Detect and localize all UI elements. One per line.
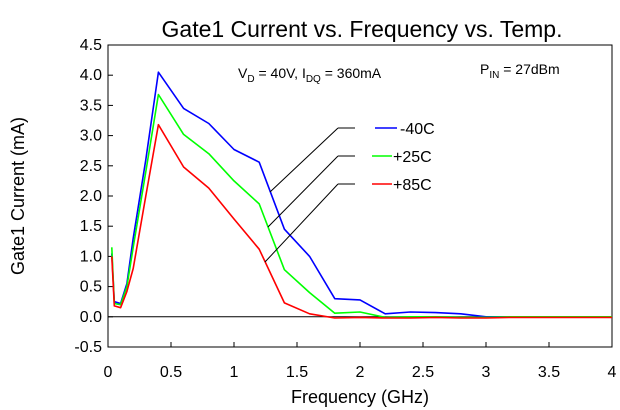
legend-label-2: +25C	[393, 149, 432, 166]
x-tick-label: 3.5	[538, 364, 560, 381]
y-tick-label: 4.0	[80, 67, 102, 84]
series-group	[111, 71, 612, 319]
leader-line-1	[269, 127, 339, 193]
y-tick-label: 0.0	[80, 309, 102, 326]
pin-annotation: PIN = 27dBm	[480, 61, 560, 81]
y-tick-label: 3.0	[80, 128, 102, 145]
y-axis-label: Gate1 Current (mA)	[8, 117, 28, 275]
leader-line-2	[267, 155, 339, 228]
leader-line-3	[264, 183, 339, 263]
y-tick-label: -0.5	[74, 339, 102, 356]
x-axis-label: Frequency (GHz)	[291, 387, 429, 407]
x-tick-label: 2.5	[412, 364, 434, 381]
y-axis: -0.5 0.0 0.5 1.0 1.5 2.0 2.5 3.0 3.5 4.0 4.5	[74, 37, 113, 356]
y-tick-label: 2.0	[80, 188, 102, 205]
chart-title: Gate1 Current vs. Frequency vs. Temp.	[162, 16, 563, 42]
plot-frame	[107, 44, 613, 348]
x-tick-label: 1	[230, 364, 239, 381]
y-tick-label: 4.5	[80, 37, 102, 54]
x-tick-label: 0	[104, 364, 113, 381]
series-line-85C	[111, 123, 612, 319]
x-tick-label: 0.5	[160, 364, 182, 381]
x-tick-label: 1.5	[286, 364, 308, 381]
y-tick-label: 0.5	[80, 279, 102, 296]
x-tick-label: 4	[608, 364, 617, 381]
legend-label-1: -40C	[400, 121, 435, 138]
x-tick-label: 3	[482, 364, 491, 381]
x-tick-label: 2	[356, 364, 365, 381]
legend: -40C +25C +85C	[264, 121, 435, 263]
y-tick-label: 2.5	[80, 158, 102, 175]
y-tick-label: 1.5	[80, 218, 102, 235]
legend-label-3: +85C	[393, 177, 432, 194]
series-line-40C	[111, 71, 612, 318]
bias-annotation: VD = 40V, IDQ = 360mA	[238, 65, 382, 85]
y-tick-label: 1.0	[80, 248, 102, 265]
series-line-25C	[111, 93, 612, 319]
y-tick-label: 3.5	[80, 97, 102, 114]
x-axis: 0 0.5 1 1.5 2 2.5 3 3.5 4	[104, 342, 617, 381]
